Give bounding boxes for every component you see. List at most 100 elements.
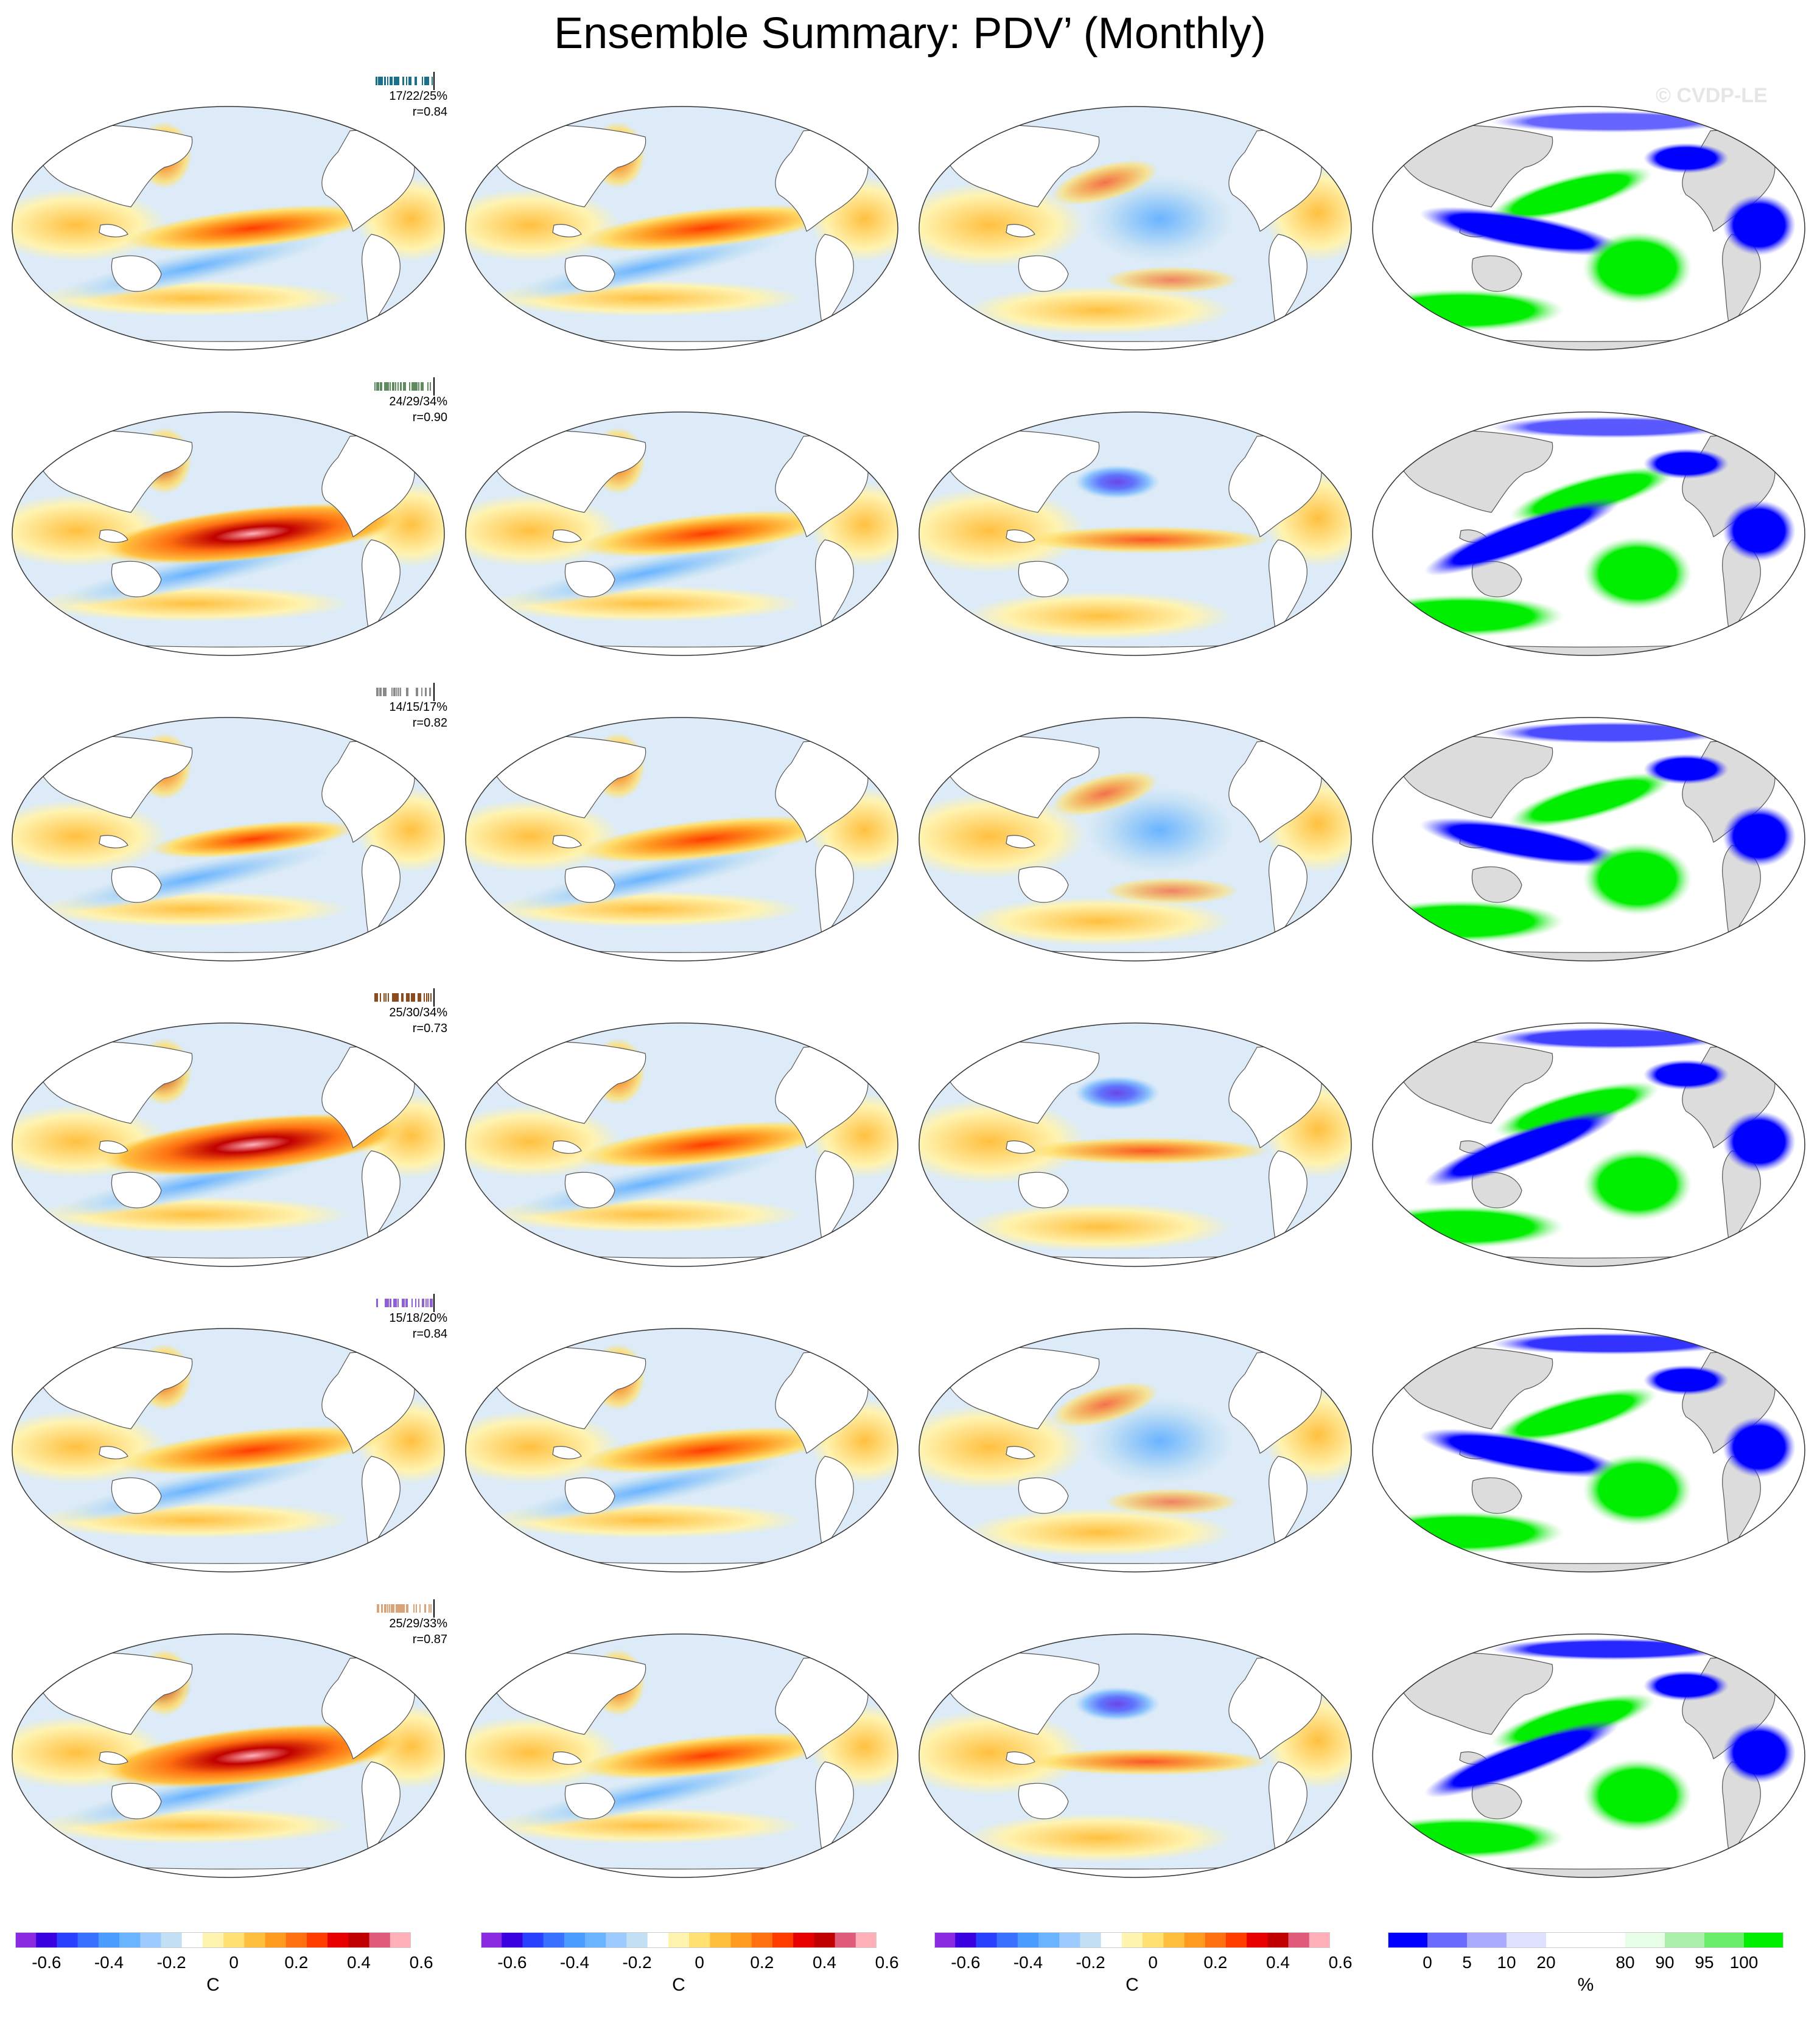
colorbar-swatch bbox=[543, 1932, 565, 1948]
model-map bbox=[12, 1328, 445, 1573]
colorbar-tick-label: 10 bbox=[1497, 1953, 1516, 1972]
rank-map bbox=[1372, 411, 1805, 656]
colorbar-swatch bbox=[161, 1932, 183, 1948]
colorbar-swatch bbox=[181, 1932, 203, 1948]
colorbar-swatch bbox=[1080, 1932, 1102, 1948]
colorbar-swatch bbox=[934, 1932, 956, 1948]
colorbar-swatch bbox=[730, 1932, 752, 1948]
diff-map bbox=[919, 411, 1352, 656]
rank-map bbox=[1372, 717, 1805, 962]
colorbar-tick-label: -0.6 bbox=[32, 1953, 61, 1972]
colorbar-tick-label: 0 bbox=[695, 1953, 704, 1972]
colorbar-swatch bbox=[285, 1932, 307, 1948]
obs-map bbox=[465, 1328, 898, 1573]
colorbar-tick-label: -0.2 bbox=[1076, 1953, 1105, 1972]
colorbar-tick-label: 5 bbox=[1462, 1953, 1472, 1972]
rank-map bbox=[1372, 106, 1805, 351]
pattern-correlation: r=0.73 bbox=[412, 1022, 447, 1035]
pattern-correlation: r=0.84 bbox=[412, 105, 447, 119]
member-distribution-ticks bbox=[376, 72, 435, 90]
model-map bbox=[12, 717, 445, 962]
colorbar-swatch bbox=[668, 1932, 690, 1948]
model-stats: 24/29/34% r=0.90 bbox=[350, 394, 447, 425]
colorbar-swatch bbox=[585, 1932, 606, 1948]
colorbar-swatch bbox=[1205, 1932, 1227, 1948]
diff-map bbox=[919, 1328, 1352, 1573]
figure-title: Ensemble Summary: PDV’ (Monthly) bbox=[554, 9, 1266, 58]
colorbar-swatch bbox=[1121, 1932, 1143, 1948]
rank-map bbox=[1372, 1022, 1805, 1267]
colorbar-tick-label: 0 bbox=[1148, 1953, 1158, 1972]
colorbar-unit: % bbox=[1577, 1975, 1594, 1995]
rank-map bbox=[1372, 1633, 1805, 1878]
colorbar-swatch bbox=[1163, 1932, 1185, 1948]
colorbar-swatch bbox=[1665, 1932, 1705, 1948]
colorbar-tick-label: 0.2 bbox=[284, 1953, 309, 1972]
obs-map bbox=[465, 1633, 898, 1878]
colorbar-unit: C bbox=[672, 1975, 685, 1995]
diff-map bbox=[919, 717, 1352, 962]
rank-map bbox=[1372, 1328, 1805, 1573]
colorbar-tick-label: 0 bbox=[1423, 1953, 1432, 1972]
colorbar-swatch bbox=[1507, 1932, 1547, 1948]
member-distribution-ticks bbox=[377, 1599, 435, 1618]
pct-explained: 25/29/33% bbox=[389, 1617, 447, 1630]
colorbar-swatch bbox=[955, 1932, 976, 1948]
colorbar-swatch bbox=[36, 1932, 57, 1948]
colorbar-swatch bbox=[1586, 1932, 1626, 1948]
pct-explained: 24/29/34% bbox=[389, 395, 447, 408]
colorbar-swatch bbox=[57, 1932, 79, 1948]
colorbar-tick-label: 0 bbox=[229, 1953, 239, 1972]
colorbar-tick-label: 0.2 bbox=[750, 1953, 774, 1972]
model-map bbox=[12, 1633, 445, 1878]
sst-colorbar bbox=[15, 1932, 411, 1948]
colorbar-swatch bbox=[1704, 1932, 1745, 1948]
colorbar-tick-label: 0.4 bbox=[813, 1953, 836, 1972]
colorbar-swatch bbox=[1427, 1932, 1468, 1948]
colorbar-swatch bbox=[502, 1932, 523, 1948]
obs-map bbox=[465, 411, 898, 656]
colorbar-swatch bbox=[244, 1932, 266, 1948]
colorbar-tick-label: -0.4 bbox=[1013, 1953, 1043, 1972]
pattern-correlation: r=0.82 bbox=[412, 716, 447, 730]
model-map bbox=[12, 1022, 445, 1267]
diff-map bbox=[919, 106, 1352, 351]
colorbar-swatch bbox=[1467, 1932, 1507, 1948]
colorbar-swatch bbox=[689, 1932, 710, 1948]
colorbar-swatch bbox=[327, 1932, 349, 1948]
colorbar-swatch bbox=[996, 1932, 1018, 1948]
colorbar-tick-label: -0.4 bbox=[559, 1953, 590, 1972]
rank-colorbar bbox=[1388, 1932, 1783, 1948]
colorbar-swatch bbox=[369, 1932, 391, 1948]
colorbar-swatch bbox=[626, 1932, 648, 1948]
colorbar-swatch bbox=[1744, 1932, 1783, 1948]
pct-explained: 15/18/20% bbox=[389, 1311, 447, 1325]
model-map bbox=[12, 106, 445, 351]
colorbar-swatch bbox=[647, 1932, 669, 1948]
colorbar-unit: C bbox=[206, 1975, 220, 1995]
colorbar-swatch bbox=[1546, 1932, 1586, 1948]
colorbar-swatch bbox=[772, 1932, 794, 1948]
colorbar-swatch bbox=[793, 1932, 814, 1948]
sst-colorbar bbox=[481, 1932, 877, 1948]
pct-explained: 17/22/25% bbox=[389, 89, 447, 103]
colorbar-swatch bbox=[1184, 1932, 1206, 1948]
pattern-correlation: r=0.84 bbox=[412, 1327, 447, 1341]
colorbar-swatch bbox=[306, 1932, 328, 1948]
colorbar-swatch bbox=[1625, 1932, 1665, 1948]
pattern-correlation: r=0.87 bbox=[412, 1633, 447, 1646]
colorbar-swatch bbox=[1017, 1932, 1039, 1948]
colorbar-tick-label: -0.2 bbox=[156, 1953, 186, 1972]
colorbar-swatch bbox=[140, 1932, 161, 1948]
member-distribution-ticks bbox=[376, 1294, 435, 1312]
model-stats: 25/29/33% r=0.87 bbox=[350, 1616, 447, 1647]
colorbar-swatch bbox=[564, 1932, 586, 1948]
colorbar-swatch bbox=[1038, 1932, 1060, 1948]
colorbar-swatch bbox=[1059, 1932, 1080, 1948]
model-stats: 17/22/25% r=0.84 bbox=[350, 88, 447, 120]
colorbar-swatch bbox=[1388, 1932, 1428, 1948]
colorbar-swatch bbox=[710, 1932, 732, 1948]
colorbar-swatch bbox=[77, 1932, 99, 1948]
colorbar-swatch bbox=[855, 1932, 877, 1948]
colorbar-swatch bbox=[522, 1932, 544, 1948]
